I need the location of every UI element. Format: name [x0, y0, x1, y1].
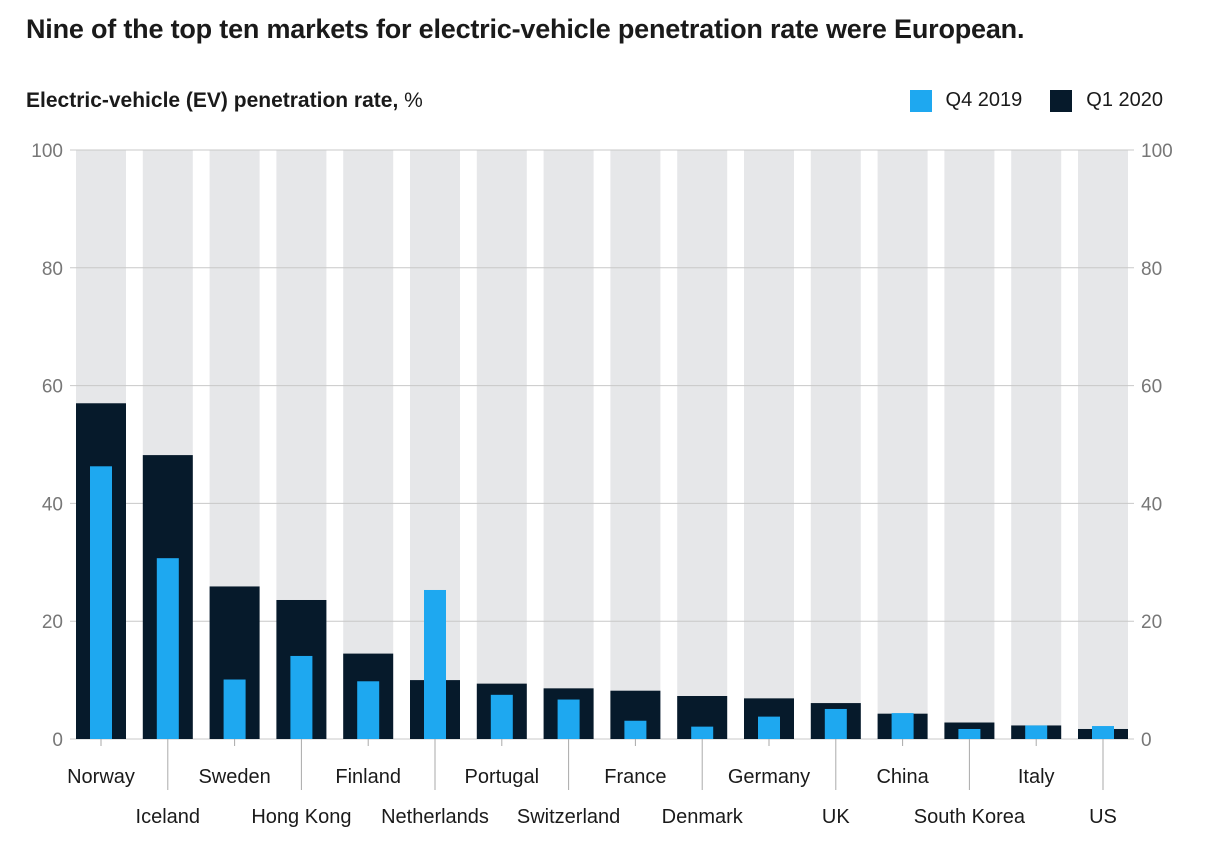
- bar-q4-2019: [156, 558, 179, 739]
- background-column: [877, 150, 928, 739]
- background-column: [543, 150, 594, 739]
- chart-subtitle: Electric-vehicle (EV) penetration rate, …: [26, 89, 423, 113]
- bar-q4-2019: [90, 466, 112, 739]
- legend-item-q4-2019: Q4 2019: [909, 89, 1023, 112]
- subtitle-label: Electric-vehicle (EV) penetration rate,: [26, 89, 399, 112]
- bar-q4-2019: [624, 720, 647, 739]
- background-column: [677, 150, 728, 739]
- x-category-label: Germany: [728, 766, 810, 788]
- bar-q4-2019: [357, 681, 380, 739]
- x-category-label: Portugal: [465, 766, 540, 788]
- x-category-label: Italy: [1018, 766, 1055, 788]
- chart-legend: Q4 2019 Q1 2020: [882, 89, 1163, 112]
- background-column: [610, 150, 661, 739]
- subtitle-unit: %: [404, 89, 423, 112]
- background-column: [343, 150, 394, 739]
- y-tick-label-left: 100: [31, 141, 63, 162]
- legend-swatch-q1-2020: [1050, 89, 1073, 112]
- legend-label-q1-2020: Q1 2020: [1086, 89, 1163, 111]
- y-tick-label-right: 40: [1141, 494, 1162, 515]
- background-column: [744, 150, 794, 739]
- bar-q4-2019: [1092, 726, 1114, 739]
- background-column: [1078, 150, 1128, 739]
- background-column: [476, 150, 527, 739]
- bar-q4-2019: [824, 708, 847, 739]
- y-tick-label-left: 40: [42, 494, 63, 515]
- x-category-label: Hong Kong: [251, 806, 351, 828]
- legend-item-q1-2020: Q1 2020: [1050, 89, 1163, 112]
- background-column: [944, 150, 995, 739]
- y-tick-label-left: 80: [42, 259, 63, 280]
- y-tick-label-right: 20: [1141, 612, 1162, 633]
- bar-q4-2019: [424, 589, 446, 739]
- x-category-label: South Korea: [914, 806, 1026, 828]
- legend-swatch-q4-2019: [909, 89, 932, 112]
- x-category-label: Denmark: [662, 806, 744, 828]
- bar-q4-2019: [1025, 725, 1048, 739]
- bar-q4-2019: [290, 655, 313, 739]
- background-column: [1011, 150, 1062, 739]
- legend-label-q4-2019: Q4 2019: [945, 89, 1023, 111]
- y-tick-label-right: 80: [1141, 259, 1162, 280]
- y-tick-label-left: 0: [52, 730, 63, 751]
- y-tick-label-left: 20: [42, 612, 63, 633]
- x-category-label: Sweden: [198, 766, 270, 788]
- x-category-label: Switzerland: [517, 806, 620, 828]
- chart-title: Nine of the top ten markets for electric…: [26, 14, 1025, 44]
- x-category-label: Netherlands: [381, 806, 489, 828]
- y-tick-label-left: 60: [42, 377, 63, 398]
- bar-q4-2019: [958, 728, 981, 739]
- bar-q4-2019: [490, 694, 513, 739]
- x-category-label: Finland: [335, 766, 401, 788]
- x-category-label: Norway: [67, 766, 135, 788]
- x-category-label: UK: [822, 806, 850, 828]
- background-column: [810, 150, 861, 739]
- bar-q4-2019: [557, 699, 580, 739]
- y-tick-label-right: 0: [1141, 730, 1152, 751]
- x-category-label: China: [876, 766, 929, 788]
- bar-q4-2019: [223, 679, 246, 739]
- y-tick-label-right: 60: [1141, 377, 1162, 398]
- bar-q4-2019: [891, 713, 914, 739]
- x-category-label: France: [604, 766, 666, 788]
- bar-q4-2019: [758, 716, 780, 739]
- x-category-label: US: [1089, 806, 1117, 828]
- y-tick-label-right: 100: [1141, 141, 1173, 162]
- bar-q4-2019: [691, 726, 714, 739]
- x-category-label: Iceland: [136, 806, 201, 828]
